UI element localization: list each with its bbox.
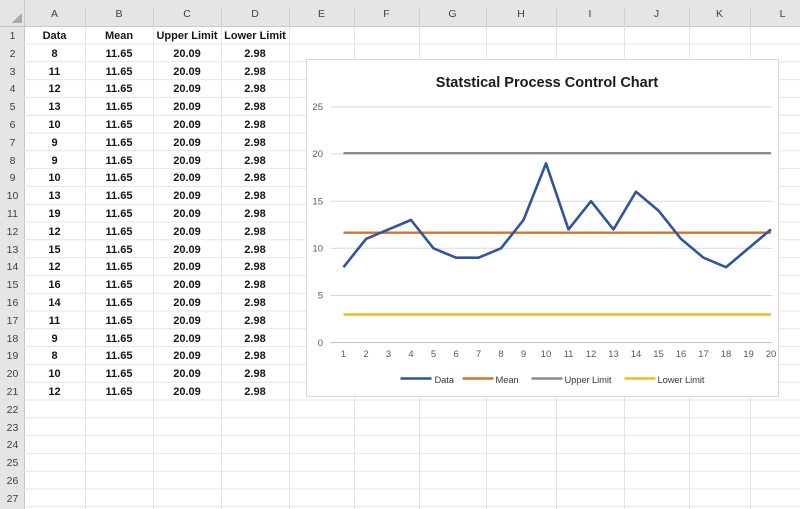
svg-text:4: 4 [408,349,413,360]
svg-text:Upper Limit: Upper Limit [564,374,611,385]
svg-text:17: 17 [698,349,709,360]
svg-text:20: 20 [765,349,776,360]
svg-text:7: 7 [475,349,480,360]
svg-text:13: 13 [608,349,619,360]
svg-text:5: 5 [430,349,435,360]
svg-text:2: 2 [363,349,368,360]
svg-text:18: 18 [720,349,731,360]
svg-text:20: 20 [312,149,323,160]
svg-text:12: 12 [585,349,596,360]
svg-text:11: 11 [563,349,573,360]
svg-text:Data: Data [434,374,454,385]
svg-text:25: 25 [312,102,323,113]
svg-text:1: 1 [340,349,345,360]
svg-text:Statstical Process Control Cha: Statstical Process Control Chart [435,75,658,91]
svg-text:10: 10 [312,244,323,255]
svg-text:Mean: Mean [495,374,518,385]
svg-text:Lower Limit: Lower Limit [657,374,704,385]
svg-text:9: 9 [520,349,525,360]
svg-text:8: 8 [498,349,503,360]
svg-text:5: 5 [317,291,322,302]
svg-text:6: 6 [453,349,458,360]
svg-text:10: 10 [540,349,551,360]
svg-text:14: 14 [630,349,641,360]
svg-text:16: 16 [675,349,686,360]
svg-text:15: 15 [653,349,664,360]
svg-text:0: 0 [317,338,322,349]
svg-text:19: 19 [743,349,754,360]
svg-text:3: 3 [385,349,390,360]
svg-text:15: 15 [312,196,323,207]
